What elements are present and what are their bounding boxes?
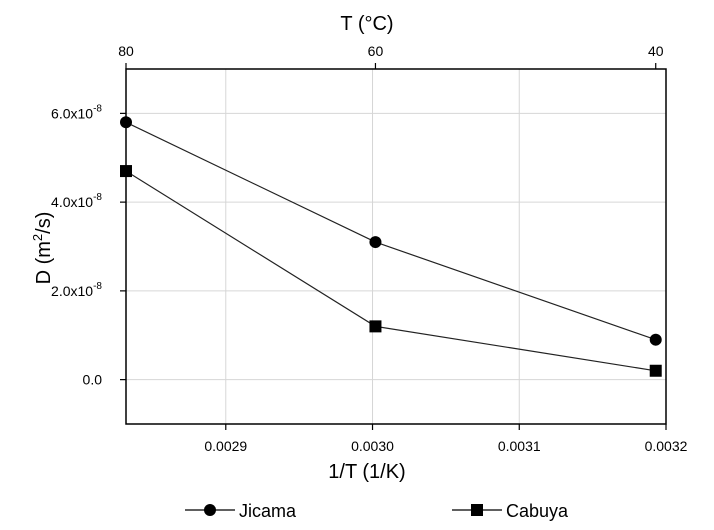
x-tick-label: 0.0032 xyxy=(645,438,688,454)
jicama-series-line xyxy=(125,121,656,341)
jicama-point xyxy=(369,236,382,249)
plot-frame xyxy=(125,68,667,425)
top-tick-label: 80 xyxy=(118,43,134,59)
y-tick-label: 4.0x10-8 xyxy=(51,192,102,210)
x-tick-label: 0.0031 xyxy=(498,438,541,454)
cabuya-point xyxy=(120,165,132,178)
jicama-point xyxy=(120,116,132,129)
legend: Jicama Cabuya xyxy=(185,501,569,521)
legend-marker-cabuya xyxy=(471,504,483,516)
x-tick-label: 0.0029 xyxy=(204,438,247,454)
x-axis-title: 1/T (1/K) xyxy=(328,461,405,483)
legend-marker-jicama xyxy=(204,504,216,516)
cabuya-point xyxy=(649,364,662,377)
top-tick-label: 40 xyxy=(648,43,664,59)
cabuya-series-line xyxy=(125,170,656,372)
y-tick-label: 6.0x10-8 xyxy=(51,103,102,121)
top-axis-title: T (°C) xyxy=(340,13,393,35)
y-axis-title: D (m2/s) xyxy=(30,212,55,285)
cabuya-point xyxy=(369,320,382,333)
ticks: 0.0029 0.0030 0.0031 0.0032 0.0 2.0x10-8 4.0x1… xyxy=(51,43,688,454)
y-tick-label: 2.0x10-8 xyxy=(51,281,102,299)
grid xyxy=(126,69,667,424)
legend-label-jicama: Jicama xyxy=(239,501,297,521)
series xyxy=(120,116,662,377)
legend-label-cabuya: Cabuya xyxy=(506,501,569,521)
top-tick-label: 60 xyxy=(368,43,384,59)
y-tick-label: 0.0 xyxy=(83,372,103,388)
jicama-point xyxy=(649,333,662,346)
x-tick-label: 0.0030 xyxy=(351,438,394,454)
